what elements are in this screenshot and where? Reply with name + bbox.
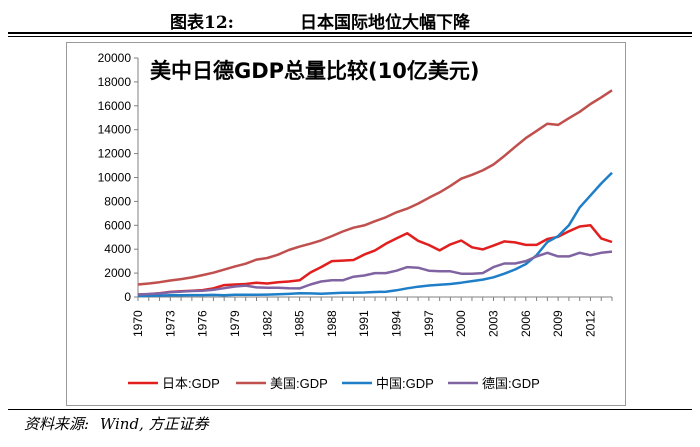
series-line-china [137,171,613,298]
bottom-rule [8,409,692,410]
top-rule [8,32,692,34]
y-tick-label: 6000 [104,218,131,232]
x-tick-label: 1973 [163,310,177,337]
y-tick-label: 4000 [104,242,131,256]
figure-label: 图表12: [170,13,234,33]
x-tick-label: 1985 [293,310,307,337]
x-tick-label: 1979 [228,310,242,337]
x-tick-label: 1970 [131,310,145,337]
legend-label-japan: 日本:GDP [162,376,220,391]
source-label: 资料来源: [24,415,90,433]
y-tick-label: 10000 [98,171,132,185]
y-tick-label: 2000 [104,266,131,280]
x-tick-label: 1994 [390,310,404,337]
x-tick-label: 1997 [422,310,436,337]
legend-label-germany: 德国:GDP [482,376,540,391]
figure-title: 图表12: 日本国际地位大幅下降 [0,4,700,33]
x-tick-label: 1982 [260,310,274,337]
y-tick-label: 12000 [98,147,132,161]
source-note: 资料来源: Wind, 方正证券 [24,413,215,434]
legend-label-china: 中国:GDP [376,376,434,391]
series-line-us [137,89,613,286]
figure-caption: 日本国际地位大幅下降 [300,13,470,33]
y-tick-label: 8000 [104,194,131,208]
x-tick-label: 1988 [325,310,339,337]
x-tick-label: 1991 [357,310,371,337]
chart-title: 美中日德GDP总量比较(10亿美元) [150,59,479,83]
top-rule-thin [8,36,692,37]
source-text: Wind, 方正证券 [99,415,209,433]
legend-label-us: 美国:GDP [270,376,328,391]
y-tick-label: 18000 [98,75,132,89]
x-tick-label: 2000 [454,310,468,337]
y-tick-label: 20000 [98,51,132,65]
series-line-germany [137,250,613,296]
x-tick-label: 2012 [583,310,597,337]
x-tick-label: 1976 [196,310,210,337]
y-tick-label: 16000 [98,99,132,113]
series-line-japan [137,224,613,296]
x-tick-label: 2006 [519,310,533,337]
y-tick-label: 0 [124,290,131,304]
x-tick-label: 2009 [551,310,565,337]
chart-frame [66,42,626,406]
x-tick-label: 2003 [487,310,501,337]
y-tick-label: 14000 [98,123,132,137]
